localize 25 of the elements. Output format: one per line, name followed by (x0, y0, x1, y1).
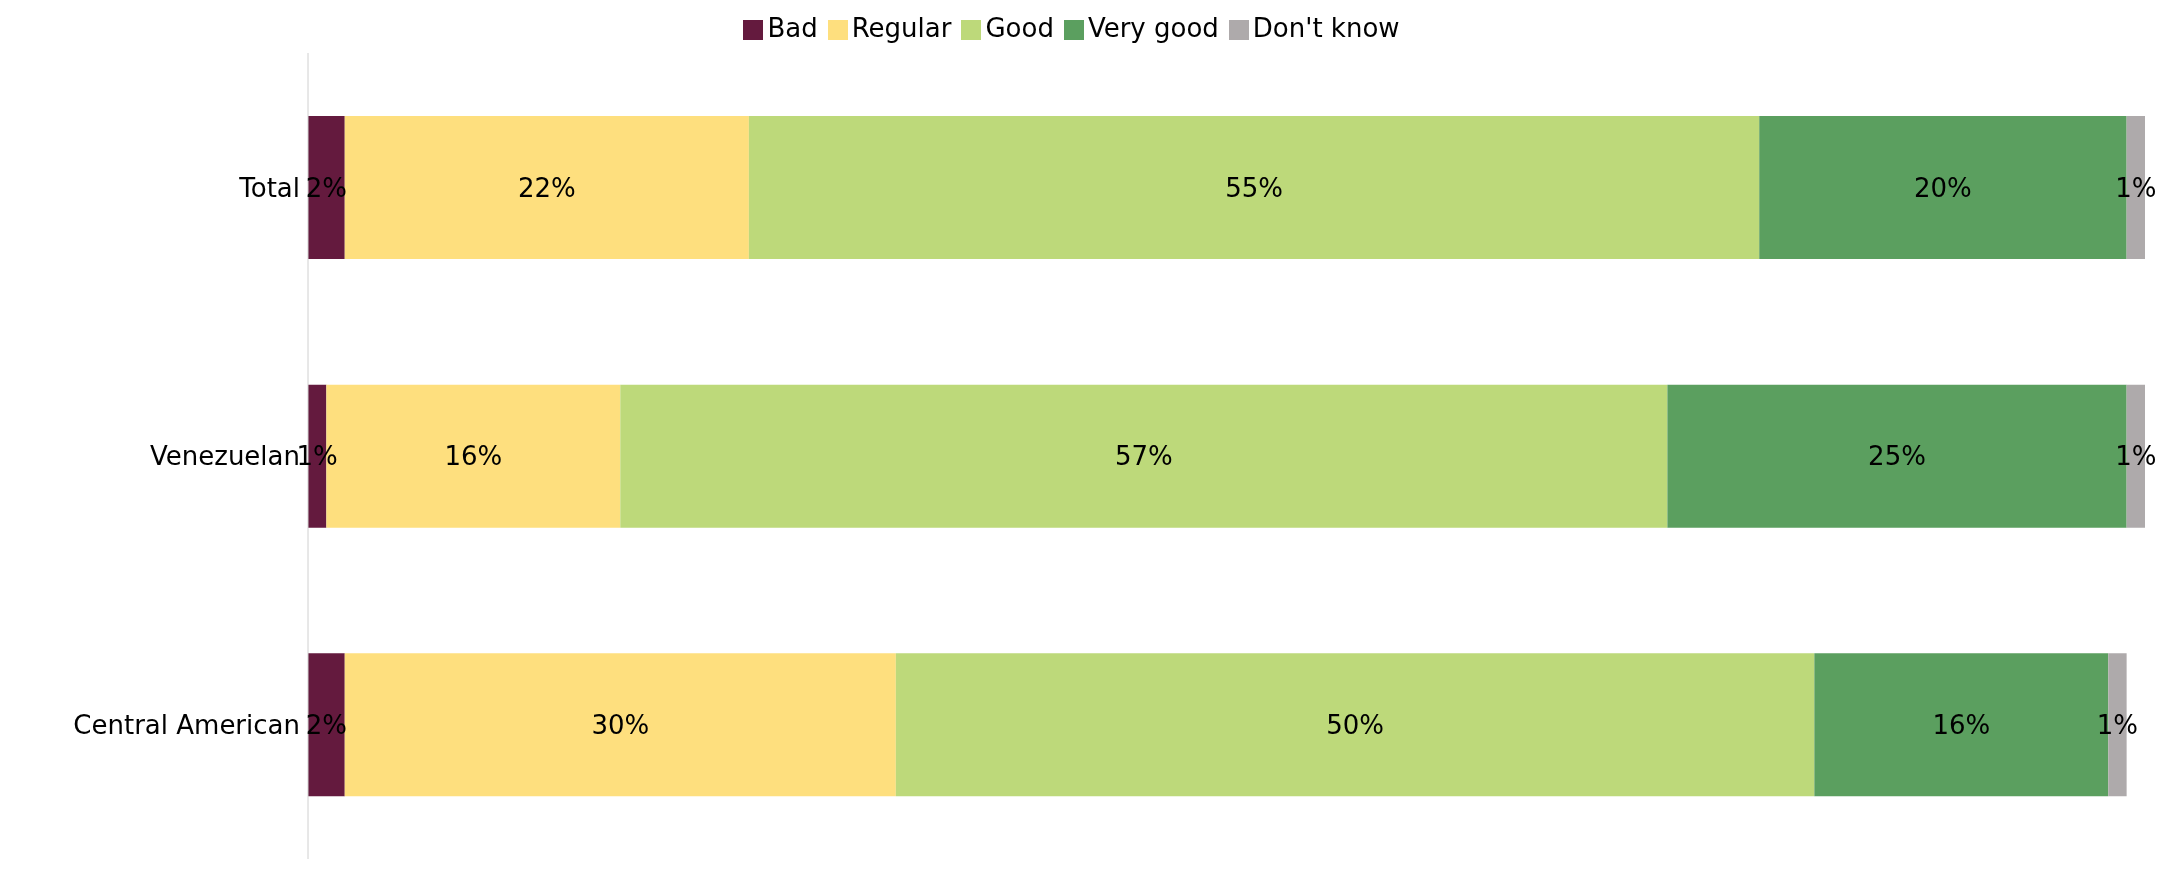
data-label: 25% (1868, 441, 1926, 472)
y-tick-label: Central American (73, 709, 300, 740)
bar (895, 653, 1815, 797)
data-label: 30% (591, 709, 650, 740)
data-label: 20% (1914, 172, 1972, 203)
data-label: 1% (2096, 709, 2139, 740)
data-label: 55% (1225, 172, 1283, 203)
bar (748, 116, 1760, 259)
legend-label: Don't know (1252, 13, 1400, 43)
data-label: 50% (1326, 709, 1384, 740)
legend-label: Very good (1087, 13, 1219, 43)
data-label: 16% (1932, 709, 1991, 740)
bar (344, 653, 896, 797)
data-label: 16% (444, 441, 503, 472)
bar (620, 384, 1668, 528)
bar (344, 116, 749, 259)
legend-label: Regular (851, 13, 952, 43)
legend-label: Good (985, 13, 1054, 43)
y-tick-label: Total (238, 172, 300, 203)
data-label: 57% (1114, 441, 1173, 472)
data-label: 1% (2115, 172, 2157, 203)
data-label: 22% (517, 172, 576, 203)
legend-label: Bad (767, 13, 818, 43)
data-label: 1% (2115, 441, 2157, 472)
y-tick-label: Venezuelan (150, 441, 300, 472)
